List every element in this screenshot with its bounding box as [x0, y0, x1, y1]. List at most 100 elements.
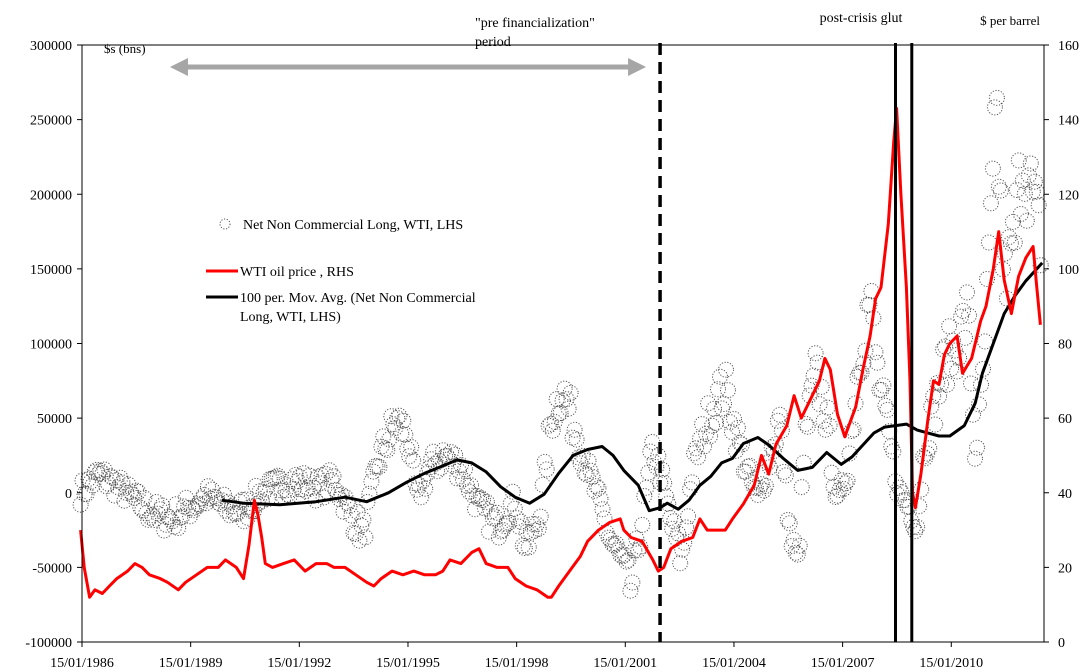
scatter-point	[287, 466, 304, 483]
scatter-point	[471, 490, 487, 507]
scatter-point	[990, 178, 1007, 195]
x-tick-label: 15/01/1986	[50, 656, 114, 671]
scatter-point	[178, 489, 195, 506]
scatter-point	[722, 414, 738, 431]
scatter-point	[889, 486, 906, 503]
scatter-point	[401, 448, 418, 465]
scatter-point	[538, 461, 555, 478]
right-tick-label: 60	[1058, 412, 1072, 427]
scatter-point	[672, 555, 689, 572]
scatter-point	[969, 439, 985, 456]
moving-average-layer	[221, 261, 1044, 513]
scatter-point	[522, 524, 539, 541]
scatter-point	[608, 535, 625, 552]
legend-mavg-label: 100 per. Mov. Avg. (Net Non Commercial	[240, 291, 476, 306]
scatter-point	[425, 443, 442, 460]
scatter-point	[166, 518, 183, 535]
scatter-point	[791, 537, 808, 554]
scatter-point	[656, 475, 673, 491]
scatter-point	[654, 461, 671, 478]
scatter-point	[1026, 173, 1043, 190]
scatter-point	[849, 368, 866, 385]
scatter-point	[160, 508, 177, 525]
scatter-point	[273, 482, 290, 499]
scatter-point	[136, 490, 153, 506]
scatter-point	[602, 531, 619, 548]
left-axis-unit: $s (bns)	[104, 41, 146, 56]
scatter-point	[269, 467, 286, 484]
scatter-point	[779, 512, 796, 528]
scatter-point	[371, 458, 388, 475]
scatter-point	[799, 418, 816, 435]
scatter-point	[546, 413, 563, 430]
scatter-point	[560, 400, 577, 417]
scatter-point	[729, 419, 746, 436]
scatter-point	[644, 434, 661, 450]
x-tick-label: 15/01/2007	[811, 656, 875, 671]
scatter-point	[152, 501, 169, 518]
scatter-point	[566, 421, 583, 438]
scatter-point	[785, 531, 802, 548]
scatter-point	[893, 484, 910, 501]
scatter-point	[353, 517, 370, 534]
scatter-point	[773, 422, 790, 439]
scatter-point	[1030, 197, 1047, 214]
scatter-point	[500, 514, 517, 531]
scatter-point	[90, 465, 107, 482]
scatter-point	[239, 509, 256, 526]
scatter-point	[385, 416, 402, 433]
scatter-point	[443, 444, 460, 461]
scatter-point	[634, 516, 651, 533]
scatter-point	[98, 478, 115, 495]
scatter-point	[1010, 152, 1027, 169]
scatter-point	[624, 574, 641, 591]
scatter-point	[676, 534, 693, 551]
scatter-point	[755, 482, 772, 499]
scatter-point	[405, 452, 422, 469]
scatter-point	[996, 245, 1013, 262]
scatter-point	[586, 482, 603, 499]
scatter-point	[459, 477, 475, 494]
scatter-point	[259, 491, 276, 508]
scatter-point	[490, 529, 507, 546]
scatter-point	[749, 487, 766, 503]
scatter-point	[184, 500, 201, 517]
scatter-point	[245, 503, 262, 520]
scatter-point	[1032, 257, 1049, 274]
scatter-point	[293, 481, 310, 498]
scatter-point	[839, 472, 856, 489]
scatter-point	[241, 498, 258, 515]
left-tick-label: 200000	[30, 188, 72, 203]
scatter-point	[877, 397, 894, 414]
scatter-point	[775, 463, 792, 480]
scatter-point	[343, 507, 360, 524]
post-crisis-glut-label: post-crisis glut	[820, 11, 903, 26]
scatter-point	[1016, 185, 1033, 202]
scatter-point	[126, 489, 143, 506]
scatter-point	[945, 332, 962, 349]
scatter-point	[674, 541, 691, 558]
right-tick-label: 20	[1058, 561, 1072, 576]
scatter-point	[265, 470, 282, 486]
scatter-point	[377, 440, 394, 457]
scatter-point	[917, 450, 934, 467]
scatter-point	[122, 483, 139, 500]
scatter-point	[407, 475, 424, 492]
scatter-point	[182, 508, 199, 525]
scatter-point	[323, 472, 340, 489]
scatter-layer	[72, 89, 1049, 599]
scatter-point	[939, 376, 956, 393]
scatter-point	[476, 500, 493, 517]
scatter-point	[389, 410, 406, 426]
scatter-point	[86, 464, 103, 481]
scatter-point	[208, 490, 224, 506]
scatter-point	[827, 489, 844, 505]
scatter-point	[544, 422, 561, 439]
scatter-point	[925, 388, 942, 405]
scatter-point	[648, 459, 665, 475]
scatter-point	[130, 484, 147, 500]
left-tick-label: 50000	[37, 412, 72, 427]
scatter-point	[702, 428, 719, 445]
scatter-point	[305, 479, 322, 496]
scatter-point	[777, 467, 794, 484]
